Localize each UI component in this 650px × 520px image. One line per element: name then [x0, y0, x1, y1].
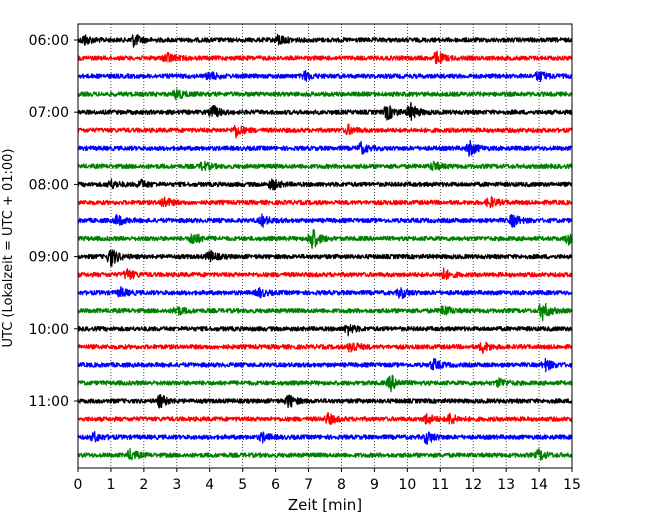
seismic-trace: [77, 374, 573, 393]
x-axis: 0 1 2 3 4 5 6 7 8 9 10 11 12 13 14 15: [74, 468, 581, 493]
x-tick-label: 1: [106, 477, 115, 493]
seismic-trace: [77, 196, 573, 209]
y-tick-label: 06:00: [29, 33, 69, 49]
x-tick-label: 0: [74, 477, 83, 493]
seismic-trace: [77, 139, 573, 157]
seismic-trace: [77, 101, 573, 121]
seismic-trace: [77, 357, 573, 373]
x-tick-label: 4: [205, 477, 214, 493]
seismic-trace: [77, 267, 573, 281]
seismic-trace: [77, 229, 573, 249]
seismic-trace: [77, 431, 573, 445]
seismic-trace: [77, 448, 573, 461]
x-tick-label: 7: [304, 477, 313, 493]
x-tick-label: 9: [370, 477, 379, 493]
x-tick-label: 5: [238, 477, 247, 493]
trace-group: [77, 33, 573, 461]
x-tick-label: 11: [431, 477, 449, 493]
y-tick-label: 11:00: [29, 394, 69, 410]
x-tick-label: 8: [337, 477, 346, 493]
seismic-trace: [77, 50, 573, 64]
x-tick-label: 3: [172, 477, 181, 493]
x-tick-label: 2: [139, 477, 148, 493]
x-tick-label: 12: [464, 477, 482, 493]
x-tick-label: 10: [398, 477, 416, 493]
seismic-trace: [77, 323, 573, 337]
y-tick-label: 08:00: [29, 177, 69, 193]
y-tick-label: 09:00: [29, 250, 69, 266]
seismic-trace: [77, 249, 573, 267]
x-tick-label: 6: [271, 477, 280, 493]
y-tick-label: 10:00: [29, 322, 69, 338]
seismic-trace: [77, 33, 573, 48]
x-tick-label: 13: [497, 477, 515, 493]
seismic-trace: [77, 213, 573, 228]
x-axis-label: Zeit [min]: [288, 496, 362, 514]
y-axis-label: UTC (Lokalzeit = UTC + 01:00): [1, 149, 16, 348]
x-tick-label: 15: [563, 477, 581, 493]
plot-frame: [77, 23, 573, 469]
grid-lines: [110, 24, 540, 468]
seismic-trace: [77, 341, 573, 354]
seismic-trace: [77, 123, 573, 139]
y-axis: 06:00 07:00 08:00 09:00 10:00 11:00: [29, 33, 78, 410]
seismic-trace: [77, 69, 573, 83]
seismic-trace: [77, 302, 573, 322]
seismic-trace: [77, 160, 573, 172]
y-tick-label: 07:00: [29, 105, 69, 121]
seismic-trace: [77, 411, 573, 426]
seismic-trace: [77, 394, 573, 409]
seismic-trace: [77, 178, 573, 191]
seismic-trace: [77, 88, 573, 101]
seismic-trace: [77, 285, 573, 300]
x-tick-label: 14: [530, 477, 548, 493]
